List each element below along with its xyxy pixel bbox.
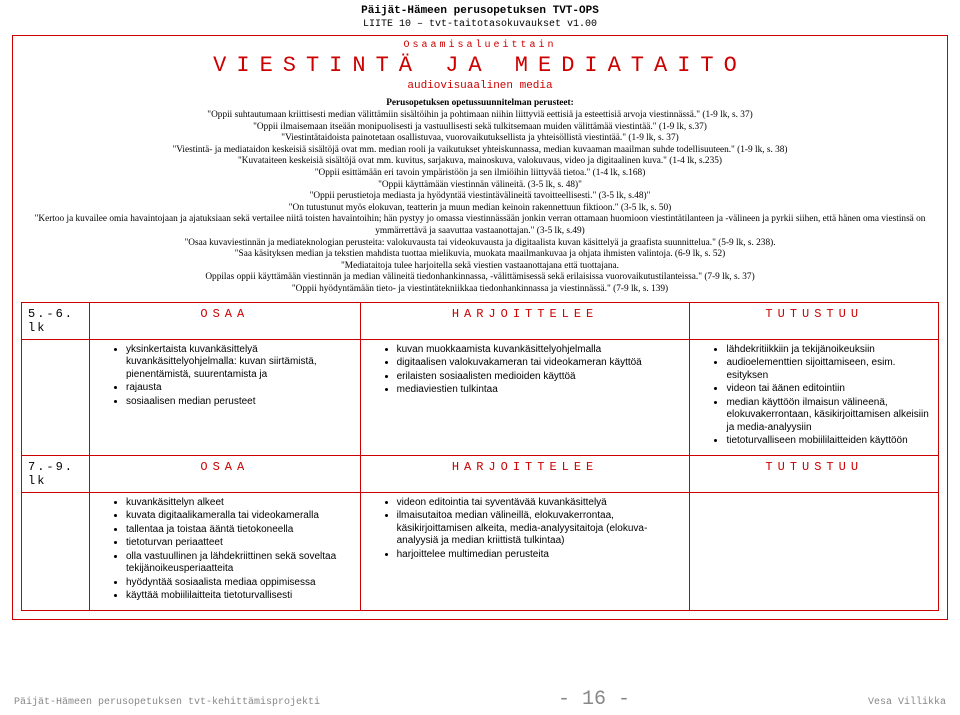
cell-harj: videon editointia tai syventävää kuvankä…: [360, 492, 690, 610]
list-item: kuvata digitaalikameralla tai videokamer…: [126, 510, 354, 523]
section-title: VIESTINTÄ JA MEDIATAITO: [21, 53, 939, 78]
intro-line: "Osaa kuvaviestinnän ja mediateknologian…: [184, 238, 775, 248]
list-item: tietoturvan periaatteet: [126, 537, 354, 550]
list-item: käyttää mobiililaitteita tietoturvallise…: [126, 590, 354, 603]
list-item: median käyttöön ilmaisun välineenä, elok…: [726, 397, 932, 435]
footer-page: - 16 -: [558, 688, 630, 711]
list-item: harjoittelee multimedian perusteita: [397, 549, 684, 562]
list-item: hyödyntää sosiaalista mediaa oppimisessa: [126, 577, 354, 590]
list-item: lähdekritiikkiin ja tekijänoikeuksiin: [726, 344, 932, 357]
list-item: videon editointia tai syventävää kuvankä…: [397, 497, 684, 510]
intro-line: "Mediataitoja tulee harjoitella sekä vie…: [341, 261, 619, 271]
intro-line: "Oppii suhtautumaan kriittisesti median …: [207, 110, 752, 120]
cell-osaa: yksinkertaista kuvankäsittelyä kuvankäsi…: [90, 339, 361, 455]
grade-label: 7.-9. lk: [22, 455, 90, 492]
grade-spacer: [22, 492, 90, 610]
col-harj: HARJOITTELEE: [360, 455, 690, 492]
list-item: audioelementtien sijoittamiseen, esim. e…: [726, 357, 932, 382]
intro-line: Oppilas oppii käyttämään viestinnän ja m…: [205, 272, 754, 282]
intro-line: "Oppii hyödyntämään tieto- ja viestintät…: [292, 284, 668, 294]
cell-tut: [690, 492, 939, 610]
list-item: mediaviestien tulkintaa: [397, 384, 684, 397]
list-item: digitaalisen valokuvakameran tai videoka…: [397, 357, 684, 370]
footer-right: Vesa Villikka: [868, 697, 946, 708]
list-item: olla vastuullinen ja lähdekriittinen sek…: [126, 551, 354, 576]
intro-line: "Viestintätaidoista painotetaan osallist…: [281, 133, 678, 143]
grade-label: 5.-6. lk: [22, 302, 90, 339]
col-tut: TUTUSTUU: [690, 455, 939, 492]
page-footer: Päijät-Hämeen perusopetuksen tvt-kehittä…: [0, 688, 960, 711]
intro-line: "Oppii käyttämään viestinnän välineitä. …: [378, 180, 582, 190]
list-item: tallentaa ja toistaa ääntä tietokoneella: [126, 524, 354, 537]
cell-osaa: kuvankäsittelyn alkeetkuvata digitaalika…: [90, 492, 361, 610]
list-item: sosiaalisen median perusteet: [126, 396, 354, 409]
intro-line: "Kertoo ja kuvailee omia havaintojaan ja…: [35, 214, 926, 236]
footer-left: Päijät-Hämeen perusopetuksen tvt-kehittä…: [14, 697, 320, 708]
col-harj: HARJOITTELEE: [360, 302, 690, 339]
section-sub: audiovisuaalinen media: [21, 80, 939, 92]
intro-line: "Oppii perustietoja mediasta ja hyödyntä…: [310, 191, 651, 201]
list-item: rajausta: [126, 382, 354, 395]
list-item: tietoturvalliseen mobiililaitteiden käyt…: [726, 435, 932, 448]
grade-spacer: [22, 339, 90, 455]
intro-line: "Kuvataiteen keskeisiä sisältöjä ovat mm…: [238, 156, 722, 166]
intro-line: "Oppii ilmaisemaan itseään monipuolisest…: [253, 122, 707, 132]
list-item: yksinkertaista kuvankäsittelyä kuvankäsi…: [126, 344, 354, 382]
intro-heading: Perusopetuksen opetussuunnitelman perust…: [386, 98, 574, 108]
page-header: Päijät-Hämeen perusopetuksen TVT-OPS LII…: [0, 0, 960, 31]
content-frame: Osaamisalueittain VIESTINTÄ JA MEDIATAIT…: [12, 35, 948, 619]
list-item: ilmaisutaitoa median välineillä, elokuva…: [397, 510, 684, 548]
header-line2: LIITE 10 – tvt-taitotasokuvaukset v1.00: [0, 18, 960, 31]
cell-harj: kuvan muokkaamista kuvankäsittelyohjelma…: [360, 339, 690, 455]
intro-line: "Oppii esittämään eri tavoin ympäristöön…: [315, 168, 646, 178]
col-tut: TUTUSTUU: [690, 302, 939, 339]
list-item: erilaisten sosiaalisten medioiden käyttö…: [397, 371, 684, 384]
intro-line: "On tutustunut myös elokuvan, teatterin …: [289, 203, 672, 213]
list-item: kuvankäsittelyn alkeet: [126, 497, 354, 510]
header-line1: Päijät-Hämeen perusopetuksen TVT-OPS: [0, 4, 960, 18]
col-osaa: OSAA: [90, 455, 361, 492]
intro-block: Perusopetuksen opetussuunnitelman perust…: [25, 98, 935, 295]
col-osaa: OSAA: [90, 302, 361, 339]
intro-line: "Viestintä- ja mediataidon keskeisiä sis…: [172, 145, 787, 155]
skills-table: 5.-6. lkOSAAHARJOITTELEETUTUSTUUyksinker…: [21, 302, 939, 611]
intro-line: "Saa käsityksen median ja tekstien mahdi…: [235, 249, 725, 259]
list-item: videon tai äänen editointiin: [726, 383, 932, 396]
section-sup: Osaamisalueittain: [21, 40, 939, 51]
list-item: kuvan muokkaamista kuvankäsittelyohjelma…: [397, 344, 684, 357]
cell-tut: lähdekritiikkiin ja tekijänoikeuksiinaud…: [690, 339, 939, 455]
